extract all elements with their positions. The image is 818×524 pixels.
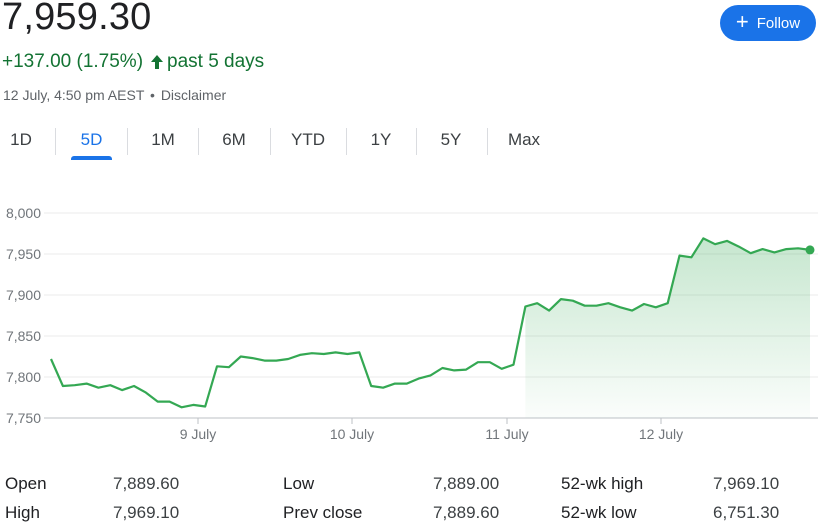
separator-dot: • [150,87,155,103]
area-fill [525,238,810,418]
y-tick-label: 7,850 [6,328,41,344]
timestamp-line: 12 July, 4:50 pm AEST • Disclaimer [3,87,226,103]
tab-max[interactable]: Max [507,130,541,149]
stat-label-52wk-high: 52-wk high [561,474,644,493]
change-period: past 5 days [167,51,265,72]
plus-icon: + [735,9,749,34]
change-amount: +137.00 (1.75%) [2,51,144,72]
series-line [49,237,811,409]
tab-divider [487,128,488,155]
x-tick-label: 11 July [485,426,528,442]
stat-label-52wk-low: 52-wk low [561,503,637,522]
follow-label: Follow [756,14,801,32]
tab-1m[interactable]: 1M [151,130,175,149]
timestamp: 12 July, 4:50 pm AEST [3,87,145,103]
tab-divider [198,128,199,155]
tab-divider [270,128,271,155]
stat-label-open: Open [5,474,47,493]
stat-value-high: 7,969.10 [113,503,180,522]
stat-value-52wk-low: 6,751.30 [713,503,780,522]
stat-label-prev-close: Prev close [283,503,363,522]
x-tick-label: 9 July [180,426,217,442]
y-tick-label: 7,750 [6,410,41,426]
stat-value-52wk-high: 7,969.10 [713,474,780,493]
stock-price: 7,959.30 [2,0,152,38]
stat-label-high: High [5,503,40,522]
tab-divider [55,128,56,155]
follow-button[interactable]: + Follow [720,5,816,41]
last-price-dot [805,245,815,255]
stat-label-low: Low [283,474,315,493]
x-tick-label: 12 July [639,426,683,442]
stat-value-low: 7,889.00 [433,474,500,493]
tab-divider [346,128,347,155]
price-change: +137.00 (1.75%) past 5 days [2,51,264,73]
y-tick-label: 7,950 [6,246,41,262]
tab-5d[interactable]: 5D [71,120,112,160]
x-tick-label: 10 July [330,426,374,442]
disclaimer-link[interactable]: Disclaimer [160,87,227,103]
tab-divider [416,128,417,155]
tab-divider [127,128,128,155]
tab-1y[interactable]: 1Y [370,130,392,149]
y-tick-label: 8,000 [6,205,41,221]
tab-ytd[interactable]: YTD [291,130,325,149]
tab-6m[interactable]: 6M [222,130,246,149]
y-tick-label: 7,800 [6,369,41,385]
tab-1d[interactable]: 1D [10,130,32,149]
price-chart[interactable]: 8,000 7,950 7,900 7,850 7,800 7,750 9 July 10 J… [0,195,818,450]
y-tick-label: 7,900 [6,287,41,303]
tab-5y[interactable]: 5Y [440,130,462,149]
stat-value-open: 7,889.60 [113,474,180,493]
arrow-up-icon [151,55,164,69]
stat-value-prev-close: 7,889.60 [433,503,500,522]
